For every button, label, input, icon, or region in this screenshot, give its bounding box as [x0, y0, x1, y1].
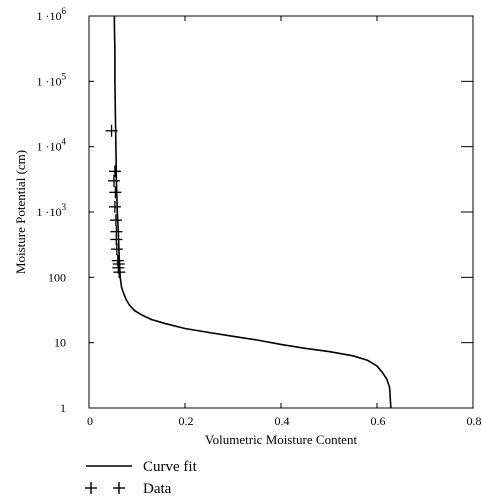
- data-point: [109, 186, 122, 199]
- curve-fit-line: [113, 16, 392, 409]
- legend: Curve fit Data: [85, 459, 198, 496]
- data-point: [105, 124, 118, 137]
- x-tick-label: 0.4: [275, 414, 290, 428]
- data-point: [113, 266, 126, 279]
- y-tick-label: 1 ·106: [37, 6, 67, 23]
- data-point: [109, 214, 122, 227]
- y-tick-label: 1 ·105: [37, 71, 67, 88]
- x-tick-label: 0.6: [371, 414, 386, 428]
- x-tick-label: 0.2: [179, 414, 194, 428]
- x-axis-title: Volumetric Moisture Content: [205, 432, 358, 447]
- legend-data-label: Data: [143, 481, 172, 496]
- x-tick-label: 0.8: [467, 414, 482, 428]
- plot-area: [105, 16, 392, 409]
- legend-curve-label: Curve fit: [143, 459, 198, 475]
- x-axis: 0 0.2 0.4 0.6 0.8: [87, 16, 482, 428]
- plot-frame: [88, 15, 474, 409]
- y-tick-label: 1: [60, 401, 66, 415]
- data-point: [108, 200, 121, 213]
- data-point: [107, 174, 120, 187]
- data-point: [108, 165, 121, 178]
- data-point: [110, 243, 123, 256]
- x-tick-label: 0: [87, 414, 93, 428]
- legend-data-swatch: [85, 482, 125, 494]
- y-axis: 1 10 100 1 ·103 1 ·104 1 ·105 1 ·106: [37, 6, 473, 415]
- y-tick-label: 100: [48, 270, 66, 284]
- y-tick-label: 10: [54, 336, 66, 350]
- y-tick-label: 1 ·103: [37, 202, 67, 219]
- y-tick-label: 1 ·104: [37, 137, 67, 154]
- y-axis-title: Moisture Potential (cm): [13, 150, 28, 274]
